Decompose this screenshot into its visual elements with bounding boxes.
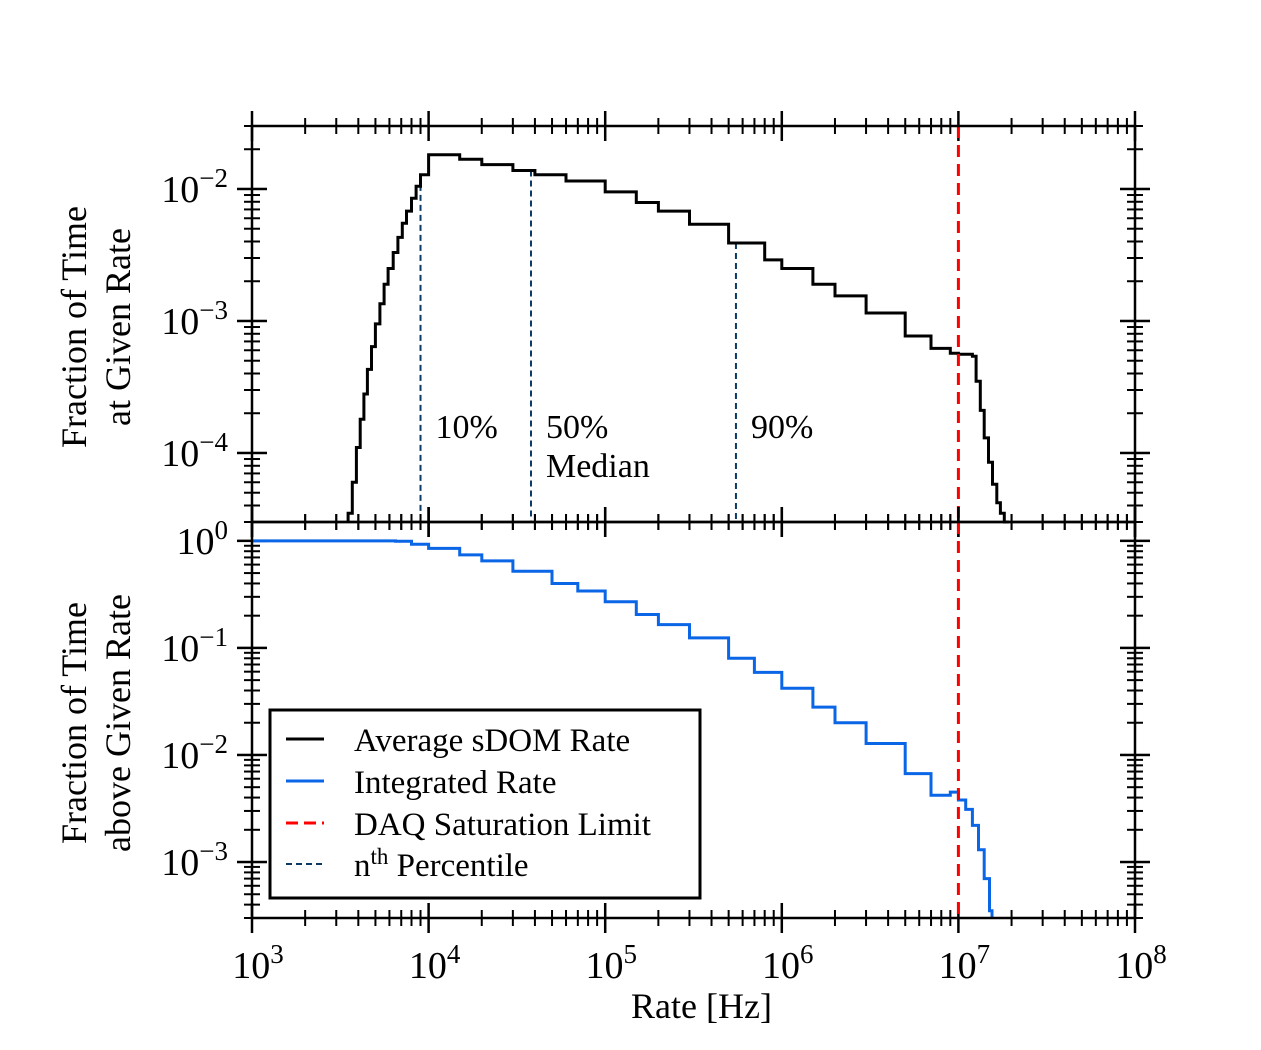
legend-frame bbox=[268, 708, 702, 900]
bottom-y-tick-label: 10−3 bbox=[161, 836, 228, 884]
legend-label-nth-percentile: nth Percentile bbox=[354, 844, 529, 884]
bottom-y-tick-label: 10−2 bbox=[161, 729, 228, 777]
percentile-label: 90% bbox=[751, 409, 813, 446]
legend-label-daq-saturation-limit: DAQ Saturation Limit bbox=[354, 807, 651, 843]
x-tick-label: 104 bbox=[409, 939, 461, 987]
percentile-markers: 10% 50%Median 90% bbox=[419, 170, 813, 522]
bottom-y-axis-label-line-2: above Given Rate bbox=[98, 594, 138, 852]
percentile-label: 10% bbox=[436, 409, 498, 446]
bottom-axes-frame bbox=[250, 520, 1137, 920]
top-y-tick-label: 10−4 bbox=[161, 427, 228, 475]
integrated-rate-line bbox=[252, 539, 994, 918]
x-tick-labels: 103 104 105 106 107 108 bbox=[232, 939, 1167, 987]
top-y-axis-label-line-2: at Given Rate bbox=[98, 228, 138, 426]
legend: Average sDOM Rate Integrated Rate DAQ Sa… bbox=[268, 708, 702, 900]
x-axis-label: Rate [Hz] bbox=[631, 986, 772, 1026]
legend-label-average-sdom-rate: Average sDOM Rate bbox=[354, 723, 630, 759]
percentile-label: 50% bbox=[546, 409, 608, 446]
x-tick-label: 105 bbox=[585, 939, 637, 987]
top-y-axis-label-line-1: Fraction of Time bbox=[54, 206, 94, 448]
x-tick-label: 106 bbox=[762, 939, 814, 987]
top-y-tick-labels: 10−2 10−3 10−4 bbox=[161, 163, 228, 475]
x-tick-label: 107 bbox=[939, 939, 991, 987]
legend-label-integrated-rate: Integrated Rate bbox=[354, 765, 556, 801]
average-sdom-rate-line bbox=[346, 153, 1009, 524]
bottom-y-axis-label-line-1: Fraction of Time bbox=[54, 602, 94, 844]
bottom-y-tick-label: 100 bbox=[177, 515, 229, 563]
x-tick-label: 103 bbox=[232, 939, 284, 987]
top-y-tick-label: 10−2 bbox=[161, 163, 228, 211]
x-tick-label: 108 bbox=[1115, 939, 1167, 987]
percentile-sublabel: Median bbox=[546, 448, 650, 485]
bottom-panel: 100 10−1 10−2 10−3 103 104 105 106 107 108 Fract… bbox=[54, 507, 1167, 1026]
top-y-tick-label: 10−3 bbox=[161, 295, 228, 343]
bottom-y-tick-label: 10−1 bbox=[161, 622, 228, 670]
bottom-y-tick-labels: 100 10−1 10−2 10−3 bbox=[161, 515, 228, 884]
